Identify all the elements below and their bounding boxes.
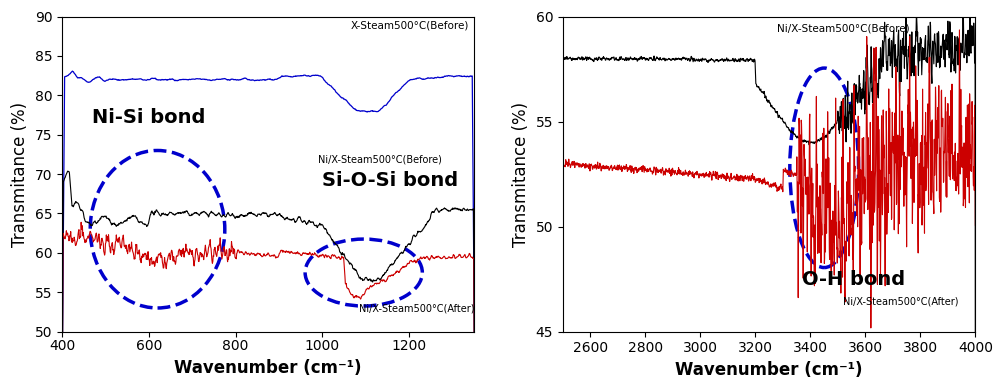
X-axis label: Wavenumber (cm⁻¹): Wavenumber (cm⁻¹) xyxy=(675,361,863,379)
Text: X-Steam500°C(Before): X-Steam500°C(Before) xyxy=(350,20,468,30)
Y-axis label: Transmitance (%): Transmitance (%) xyxy=(512,101,530,246)
Text: Ni/X-Steam500°C(After): Ni/X-Steam500°C(After) xyxy=(843,296,958,306)
X-axis label: Wavenumber (cm⁻¹): Wavenumber (cm⁻¹) xyxy=(175,359,362,377)
Text: Si-O-Si bond: Si-O-Si bond xyxy=(322,171,458,190)
Text: O-H bond: O-H bond xyxy=(801,270,905,289)
Text: Ni-Si bond: Ni-Si bond xyxy=(92,108,206,127)
Text: Ni/X-Steam500°C(Before): Ni/X-Steam500°C(Before) xyxy=(776,23,909,33)
Y-axis label: Transmitance (%): Transmitance (%) xyxy=(11,101,29,246)
Text: Ni/X-Steam500°C(After): Ni/X-Steam500°C(After) xyxy=(359,304,474,314)
Text: Ni/X-Steam500°C(Before): Ni/X-Steam500°C(Before) xyxy=(318,154,441,164)
